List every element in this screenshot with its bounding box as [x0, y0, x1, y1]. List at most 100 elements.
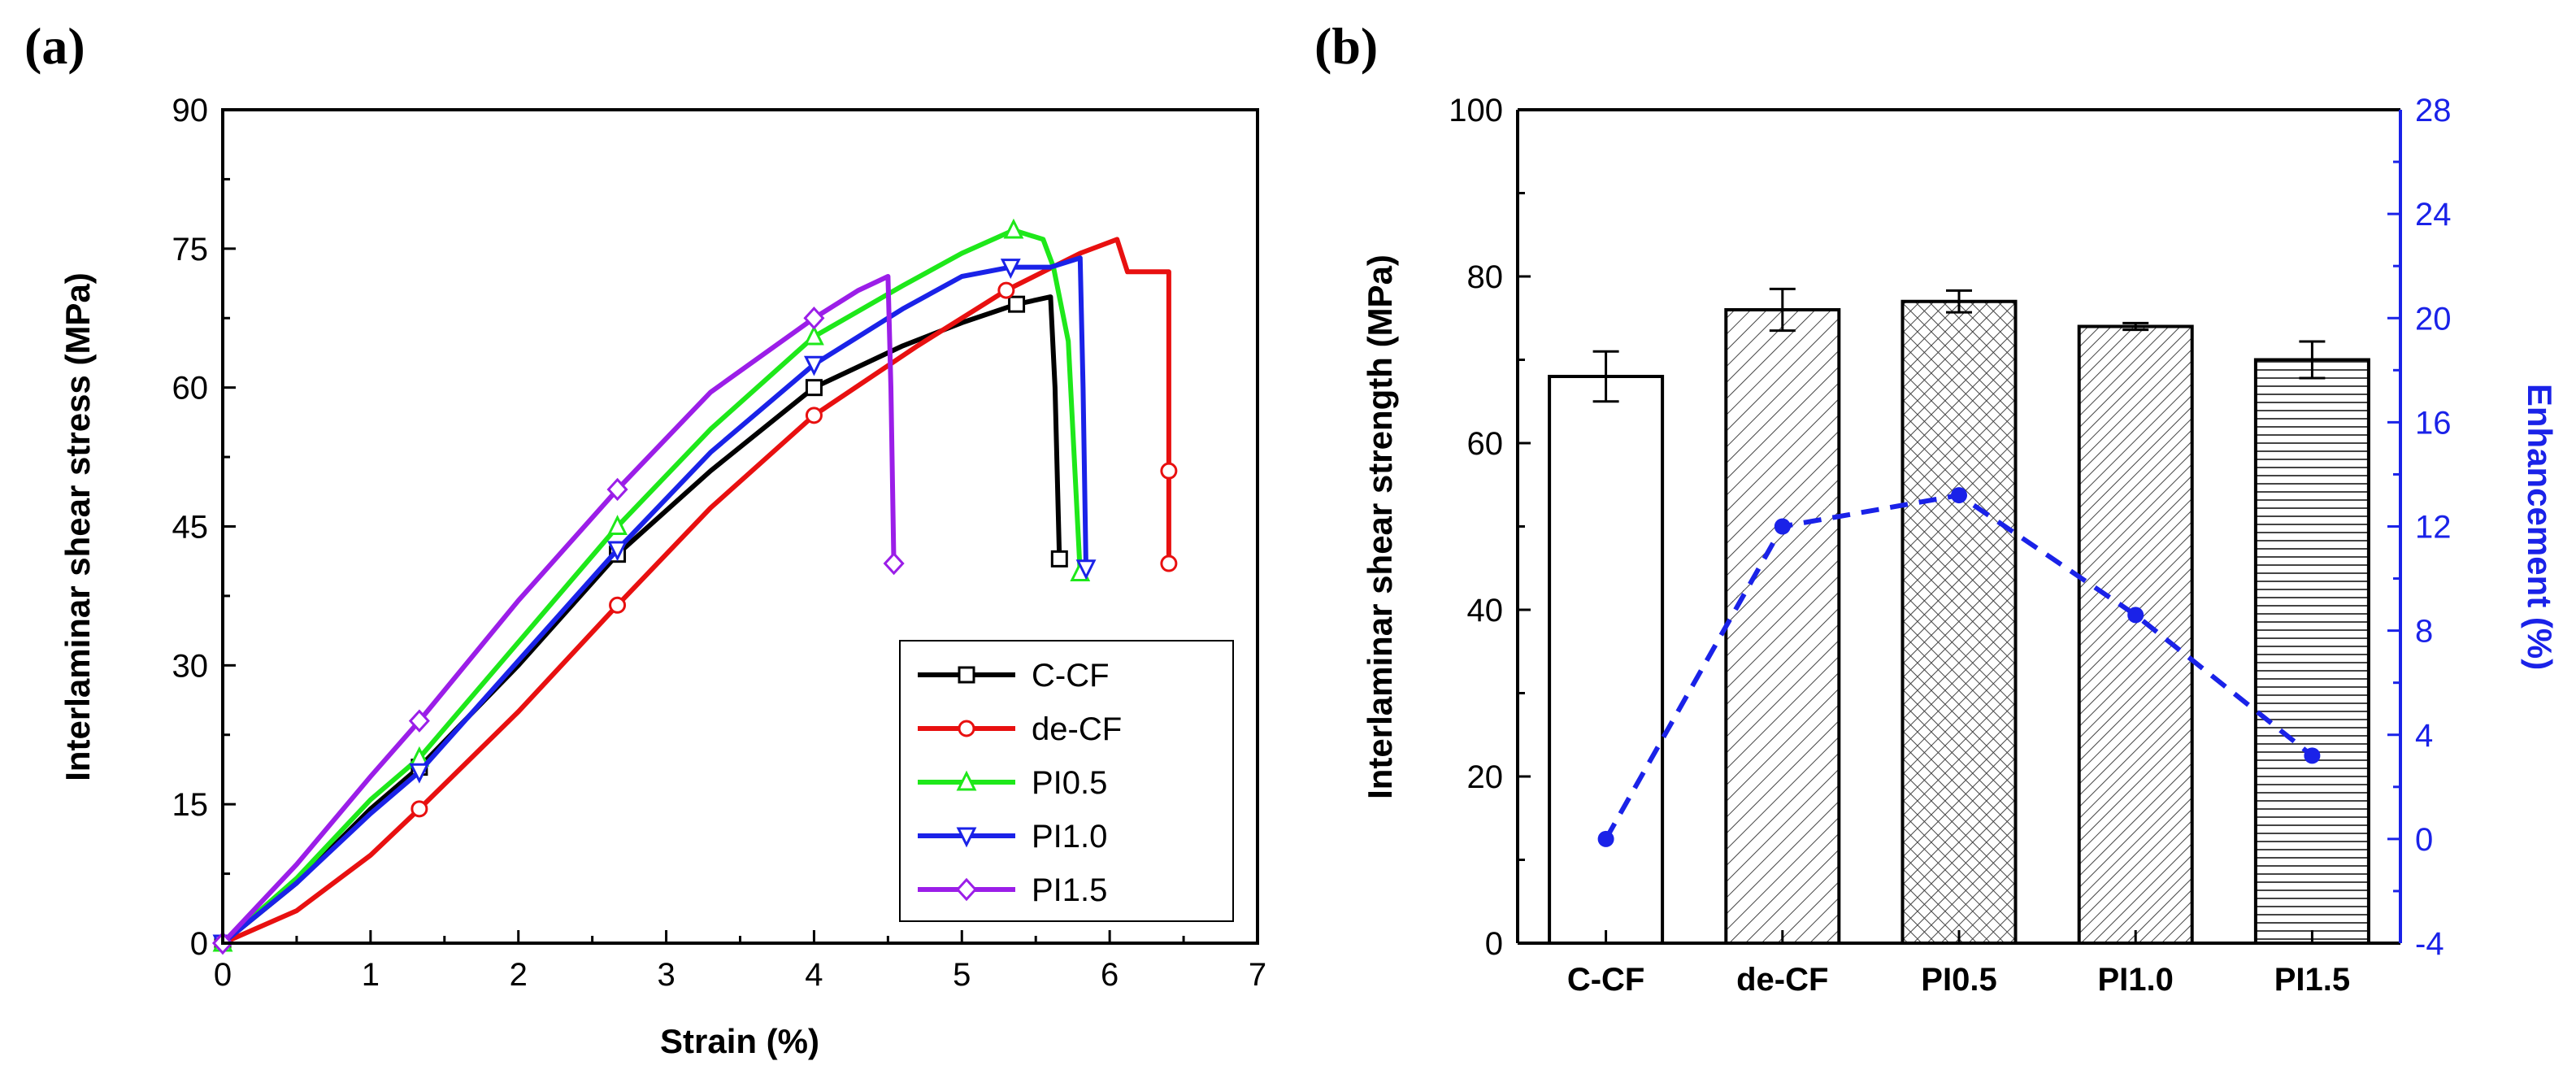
- b-y2tick-label: 16: [2415, 405, 2452, 441]
- b-bar-pattern: [1726, 310, 1840, 943]
- a-data-point: [1160, 555, 1178, 572]
- b-y2tick-label: 4: [2415, 718, 2433, 754]
- a-series-line: [221, 237, 1171, 946]
- a-data-point: [1008, 295, 1026, 313]
- a-data-point: [606, 477, 628, 502]
- a-data-point: [409, 763, 430, 784]
- b-bar-pattern: [1902, 301, 2016, 943]
- b-bar-C-CF: C-CF: [1548, 350, 1665, 998]
- a-legend-marker: [956, 770, 977, 791]
- b-enhancement-point: [2304, 747, 2321, 764]
- b-ytick-label: 20: [1467, 759, 1504, 795]
- a-xtick-label: 7: [1249, 957, 1266, 993]
- a-data-point: [883, 551, 905, 576]
- panel-a-xlabel: Strain (%): [660, 1022, 819, 1060]
- a-legend-entry: PI0.5: [918, 765, 1107, 801]
- a-data-point: [408, 709, 430, 733]
- a-xtick-label: 1: [362, 957, 380, 993]
- a-data-point: [1075, 559, 1097, 581]
- b-y2tick-label: -4: [2415, 926, 2444, 962]
- a-data-point: [804, 324, 824, 346]
- a-data-point: [607, 515, 628, 535]
- a-xtick-label: 3: [657, 957, 675, 993]
- a-legend-label: C-CF: [1032, 658, 1110, 694]
- a-legend-label: PI1.5: [1032, 872, 1107, 908]
- a-ytick-label: 90: [172, 93, 209, 128]
- b-bar-bg: [1549, 376, 1663, 943]
- b-y2tick-label: 8: [2415, 614, 2433, 650]
- b-enhancement-point: [1951, 487, 1967, 504]
- a-data-point: [997, 281, 1015, 299]
- a-ytick-label: 15: [172, 787, 209, 823]
- a-series-line: [220, 274, 897, 946]
- a-data-point: [1050, 550, 1068, 568]
- b-y2tick-label: 28: [2415, 93, 2452, 128]
- b-enhancement-point: [1774, 518, 1791, 535]
- b-bar-de-CF: de-CF: [1724, 287, 1841, 998]
- a-data-point: [609, 596, 627, 614]
- b-ytick-label: 60: [1467, 426, 1504, 462]
- a-data-point: [805, 407, 823, 424]
- b-y2tick-label: 20: [2415, 301, 2452, 337]
- b-bar-pattern: [2255, 359, 2369, 943]
- b-y2tick-label: 12: [2415, 510, 2452, 546]
- a-ytick-label: 45: [172, 510, 209, 546]
- panel-b-ylabel: Interlaminar shear strength (MPa): [1361, 254, 1399, 799]
- a-ytick-label: 60: [172, 371, 209, 407]
- panel-b-label: (b): [1314, 17, 1378, 75]
- b-bar-PI0.5: PI0.5: [1901, 289, 2018, 998]
- b-category-label: de-CF: [1736, 962, 1828, 998]
- b-ytick-label: 80: [1467, 259, 1504, 295]
- a-legend-entry: de-CF: [918, 711, 1122, 747]
- a-series-line: [221, 294, 1062, 946]
- b-enhancement-point: [1597, 830, 1614, 847]
- a-legend-label: PI1.0: [1032, 819, 1107, 855]
- b-ytick-label: 40: [1467, 593, 1504, 628]
- a-legend-marker: [958, 666, 975, 684]
- b-y2tick-label: 24: [2415, 197, 2452, 233]
- b-bar-PI1.0: PI1.0: [2077, 321, 2194, 998]
- b-ytick-label: 100: [1449, 93, 1503, 128]
- b-category-label: C-CF: [1567, 962, 1645, 998]
- a-legend-marker: [956, 827, 977, 848]
- b-ytick-label: 0: [1485, 926, 1503, 962]
- a-xtick-label: 6: [1101, 957, 1119, 993]
- b-y2tick-label: 0: [2415, 822, 2433, 858]
- a-legend-entry: PI1.5: [918, 872, 1107, 908]
- a-ytick-label: 75: [172, 232, 209, 267]
- a-legend-marker: [955, 877, 978, 902]
- a-xtick-label: 4: [805, 957, 823, 993]
- a-legend-label: PI0.5: [1032, 765, 1107, 801]
- a-data-point: [803, 307, 825, 330]
- b-bar-PI1.5: PI1.5: [2253, 340, 2370, 998]
- panel-a-frame: [221, 108, 1259, 945]
- panel-a-legend: C-CF de-CF PI0.5 PI1.0 PI1.5: [899, 640, 1234, 922]
- b-bar-pattern: [2079, 326, 2192, 943]
- a-ytick-label: 0: [190, 926, 208, 962]
- panel-b-secondary-ylabel: Enhancement (%): [2521, 384, 2559, 670]
- a-data-point: [411, 800, 428, 818]
- a-data-point: [805, 379, 823, 397]
- panel-a-label: (a): [24, 17, 85, 75]
- b-category-label: PI1.5: [2274, 962, 2350, 998]
- a-legend-entry: PI1.0: [918, 819, 1107, 855]
- a-data-point: [1000, 259, 1021, 279]
- b-category-label: PI0.5: [1921, 962, 1996, 998]
- b-category-label: PI1.0: [2097, 962, 2173, 998]
- a-data-point: [1003, 218, 1024, 239]
- b-enhancement-point: [2127, 607, 2144, 624]
- panel-a-ylabel: Interlaminar shear stress (MPa): [59, 272, 97, 781]
- a-data-point: [607, 541, 628, 562]
- a-ytick-label: 30: [172, 648, 209, 684]
- a-data-point: [804, 355, 824, 376]
- a-xtick-label: 0: [214, 957, 232, 993]
- a-legend-label: de-CF: [1032, 711, 1122, 747]
- a-legend-entry: C-CF: [918, 658, 1110, 694]
- a-legend-marker: [958, 720, 975, 737]
- a-xtick-label: 2: [510, 957, 528, 993]
- a-data-point: [1160, 462, 1178, 480]
- panel-b-chart: 0 20 40 60 80 100 -4 0 4 8 12 16 20 24 28 C-CF de-CF PI0…: [1361, 93, 2559, 998]
